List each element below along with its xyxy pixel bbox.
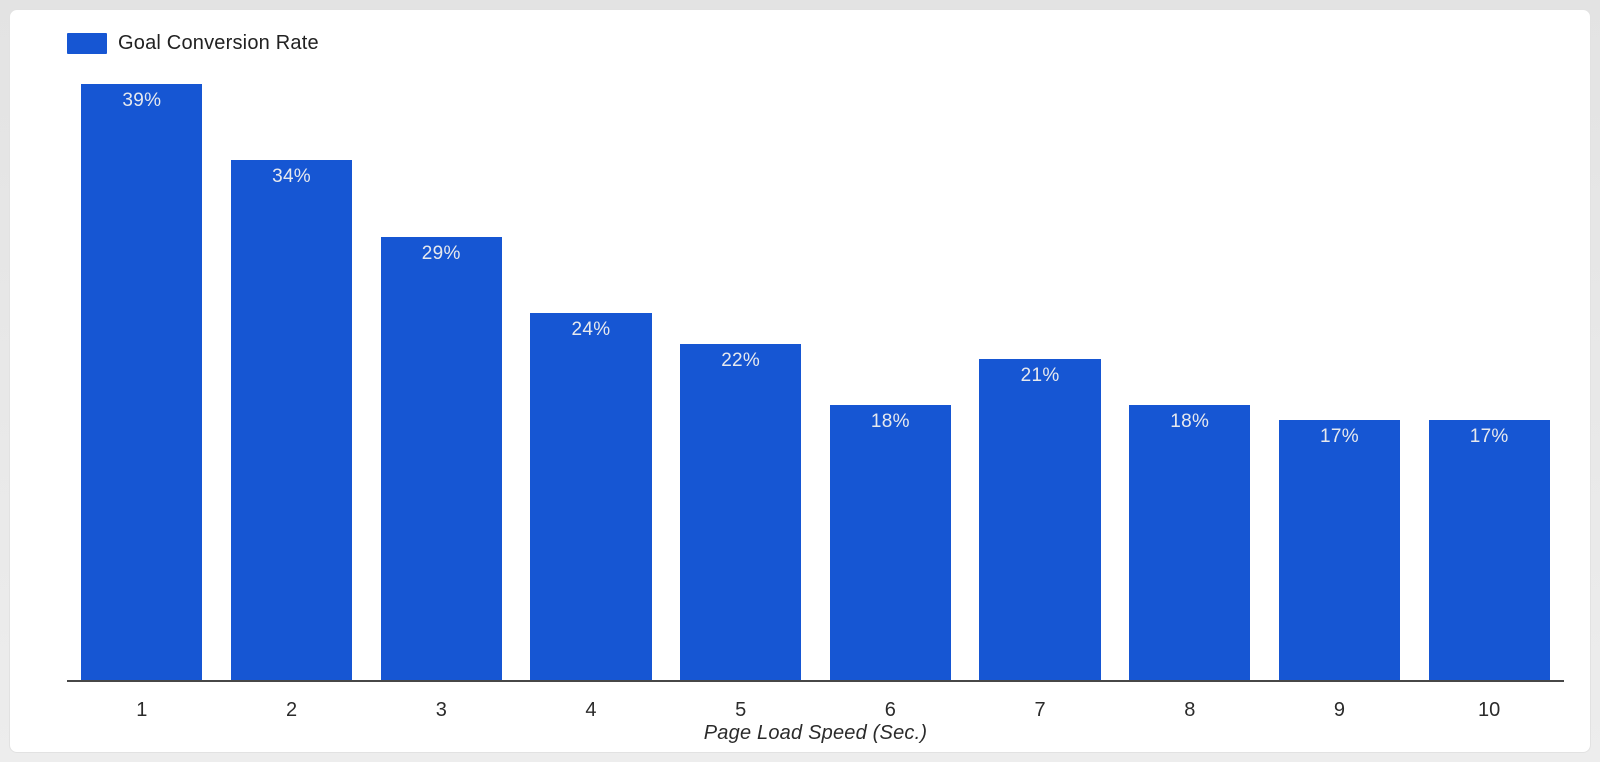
bar-slot: 17% — [1265, 84, 1415, 680]
bar-slot: 34% — [217, 84, 367, 680]
bar-value-label: 24% — [571, 319, 611, 341]
legend-label: Goal Conversion Rate — [118, 32, 319, 54]
x-tick-label: 3 — [435, 699, 447, 721]
x-tick-label: 2 — [285, 699, 298, 721]
bar-value-label: 29% — [421, 242, 461, 264]
x-tick-label: 10 — [1478, 699, 1501, 721]
bar-value-label: 34% — [272, 166, 312, 188]
x-tick-label: 1 — [136, 699, 148, 721]
x-tick-label: 7 — [1034, 699, 1046, 721]
x-axis-label: Page Load Speed (Sec.) — [703, 722, 928, 744]
bar-value-label: 22% — [721, 349, 761, 371]
x-tick-label: 5 — [735, 699, 747, 721]
bar-slot: 18% — [816, 84, 966, 680]
bar-slot: 18% — [1115, 84, 1265, 680]
x-tick-label: 4 — [585, 699, 597, 721]
chart-card: Goal Conversion Rate 39% 34% 29% 24% 22% 18% 2… — [9, 9, 1591, 753]
bar-slot: 22% — [666, 84, 816, 680]
bars: 39% 34% 29% 24% 22% 18% 21% 18% 17% 17% — [67, 84, 1564, 680]
bar: 21% — [979, 359, 1101, 680]
x-ticks: 1 2 3 4 5 6 7 8 9 10 — [67, 692, 1564, 722]
bar-value-label: 18% — [870, 410, 910, 432]
x-tick-label: 6 — [884, 699, 896, 721]
bar: 18% — [829, 404, 951, 680]
bar-slot: 29% — [366, 84, 516, 680]
bar-slot: 39% — [67, 84, 217, 680]
bar: 29% — [380, 236, 502, 680]
bar-value-label: 39% — [122, 90, 162, 111]
bar-slot: 24% — [516, 84, 666, 680]
bar: 17% — [1428, 420, 1550, 680]
bar-slot: 21% — [965, 84, 1115, 680]
bar-value-label: 17% — [1469, 426, 1509, 448]
bar-value-label: 21% — [1020, 365, 1060, 387]
bar: 34% — [230, 160, 353, 680]
bar: 24% — [530, 313, 652, 680]
bar: 17% — [1278, 420, 1401, 680]
legend: Goal Conversion Rate — [67, 32, 319, 55]
bar-slot: 17% — [1414, 84, 1564, 680]
bar-value-label: 18% — [1170, 410, 1210, 432]
plot-area: 39% 34% 29% 24% 22% 18% 21% 18% 17% 17% — [67, 84, 1564, 682]
x-tick-label: 8 — [1184, 699, 1196, 721]
legend-color-swatch — [67, 33, 107, 54]
x-tick-label: 9 — [1333, 699, 1346, 721]
bar: 39% — [81, 84, 203, 680]
bar: 18% — [1129, 404, 1251, 680]
bar: 22% — [680, 343, 802, 680]
bar-value-label: 17% — [1320, 426, 1359, 448]
